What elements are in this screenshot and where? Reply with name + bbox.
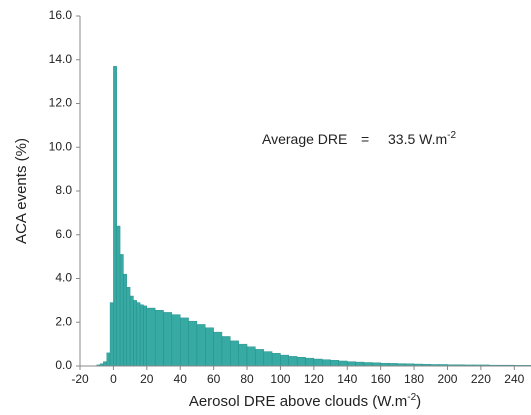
x-tick-label: -20 xyxy=(71,372,89,386)
x-tick-label: 0 xyxy=(110,372,117,386)
bar xyxy=(305,357,315,367)
y-tick-label: 4.0 xyxy=(55,271,72,285)
bar xyxy=(136,302,141,367)
bar xyxy=(119,254,124,367)
bar xyxy=(139,304,144,367)
bar xyxy=(255,349,264,367)
bar xyxy=(146,307,156,367)
y-tick-label: 10.0 xyxy=(49,139,73,153)
annotation-equals: = xyxy=(361,131,369,147)
bar xyxy=(103,361,107,367)
bar xyxy=(205,327,214,367)
bar xyxy=(263,351,273,367)
bar xyxy=(129,295,134,367)
bar xyxy=(330,360,340,367)
bar xyxy=(230,340,239,367)
x-tick-label: 60 xyxy=(207,372,221,386)
x-tick-label: 100 xyxy=(270,372,290,386)
bar xyxy=(154,310,164,367)
x-axis-label: Aerosol DRE above clouds (W.m-2) xyxy=(189,392,421,410)
bar xyxy=(355,361,365,367)
y-axis-label: ACA events (%) xyxy=(13,138,30,244)
x-axis-label-tail: ) xyxy=(416,393,421,410)
bar xyxy=(126,287,131,367)
bar xyxy=(313,358,323,367)
bar xyxy=(123,273,127,367)
bar xyxy=(180,317,189,367)
bar xyxy=(133,300,137,367)
annotation-label: Average DRE xyxy=(262,131,347,147)
bar xyxy=(106,352,111,367)
bar xyxy=(271,353,281,367)
bar xyxy=(280,354,289,367)
y-tick-label: 12.0 xyxy=(49,96,73,110)
x-tick-label: 80 xyxy=(240,372,254,386)
x-tick-label: 20 xyxy=(140,372,154,386)
x-tick-label: 160 xyxy=(371,372,391,386)
y-tick-label: 16.0 xyxy=(49,8,73,22)
bar xyxy=(196,324,206,367)
x-tick-label: 40 xyxy=(174,372,188,386)
x-tick-label: 240 xyxy=(504,372,524,386)
bar xyxy=(163,312,173,367)
y-tick-label: 0.0 xyxy=(55,358,72,372)
x-tick-label: 120 xyxy=(304,372,324,386)
bar xyxy=(213,331,223,367)
bar xyxy=(363,362,373,367)
bar xyxy=(221,336,231,367)
bar xyxy=(288,356,298,367)
annotation-sup: -2 xyxy=(447,130,456,141)
bar xyxy=(246,346,256,367)
bar xyxy=(116,225,121,367)
x-axis-label-sup: -2 xyxy=(407,392,416,403)
y-tick-label: 6.0 xyxy=(55,227,72,241)
bar xyxy=(338,360,348,367)
bar xyxy=(188,320,198,367)
bar xyxy=(296,357,306,367)
x-tick-label: 180 xyxy=(404,372,424,386)
y-tick-label: 14.0 xyxy=(49,52,73,66)
bar xyxy=(109,302,114,367)
x-tick-label: 200 xyxy=(437,372,457,386)
bar xyxy=(238,343,248,367)
bar xyxy=(322,359,331,367)
x-axis-label-text: Aerosol DRE above clouds (W.m xyxy=(189,393,407,410)
annotation: Average DRE = 33.5 W.m-2 xyxy=(262,130,456,147)
bar xyxy=(143,305,148,367)
x-tick-label: 140 xyxy=(337,372,357,386)
y-tick-label: 8.0 xyxy=(55,183,72,197)
annotation-value: 33.5 W.m xyxy=(388,131,447,147)
bar xyxy=(113,66,117,367)
bar xyxy=(171,314,181,367)
bar xyxy=(347,361,356,367)
y-tick-label: 2.0 xyxy=(55,314,72,328)
x-tick-label: 220 xyxy=(471,372,491,386)
